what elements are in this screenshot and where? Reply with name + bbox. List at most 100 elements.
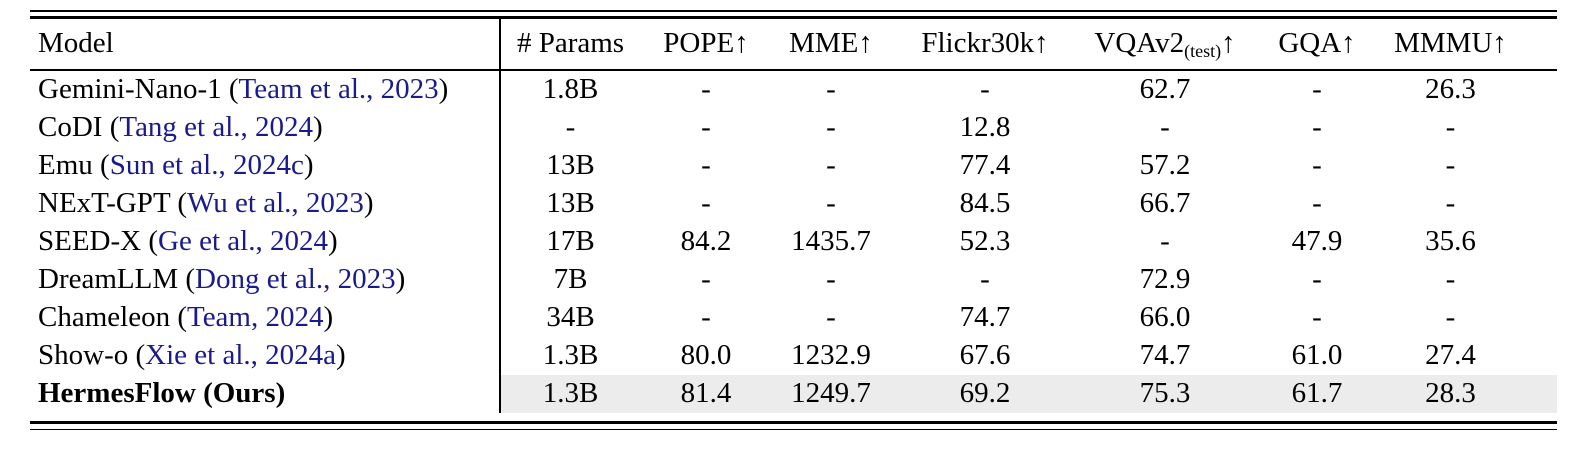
benchmark-table: Model # Params POPE ↑ MME↑ Flickr30k↑ VQA… [30, 18, 1557, 413]
header-label: MMMU [1394, 26, 1493, 59]
value-cell: 7B [499, 260, 640, 299]
value-cell: 47.9 [1291, 224, 1343, 257]
header-label: # Params [516, 26, 625, 59]
model-cell: SEED-X (Ge et al., 2024) [30, 223, 500, 261]
value-cell: - [826, 72, 836, 105]
value-cell: 17B [499, 222, 640, 261]
value-cell: 12.8 [959, 110, 1011, 143]
results-table: Model # Params POPE ↑ MME↑ Flickr30k↑ VQA… [30, 10, 1557, 430]
top-outer-rule [30, 10, 1557, 12]
model-name: NExT-GPT [38, 186, 171, 219]
value-cell: - [1312, 72, 1322, 105]
value-cell: - [1312, 300, 1322, 333]
value-cell: - [826, 186, 836, 219]
value-cell: 26.3 [1425, 72, 1476, 105]
value-cell: 75.3 [1080, 374, 1250, 413]
model-name: DreamLLM [38, 262, 179, 295]
table-row: Emu (Sun et al., 2024c) 13B - - 77.4 57.… [30, 146, 1557, 185]
model-cell: Chameleon (Team, 2024) [30, 299, 500, 337]
value-cell: 72.9 [1139, 262, 1191, 295]
top-inner-rule [30, 15, 1557, 19]
value-cell: 77.4 [959, 148, 1011, 181]
value-cell: 52.3 [959, 224, 1011, 257]
value-cell: - [1160, 110, 1170, 143]
value-cell: 1249.7 [772, 374, 890, 413]
value-cell: 1.3B [499, 374, 640, 413]
model-cell: CoDI (Tang et al., 2024) [30, 109, 500, 147]
header-label: GQA [1278, 26, 1342, 59]
value-cell: - [980, 262, 990, 295]
table-row: Chameleon (Team, 2024) 34B - - 74.7 66.0… [30, 298, 1557, 337]
value-cell: - [701, 262, 711, 295]
value-cell: 27.4 [1425, 338, 1476, 371]
model-name: Chameleon [38, 300, 171, 333]
citation-link[interactable]: Team et al., 2023 [238, 72, 439, 105]
table-row: SEED-X (Ge et al., 2024) 17B 84.2 1435.7… [30, 222, 1557, 261]
table-row: HermesFlow (Ours) 1.3B 81.4 1249.7 69.2 … [30, 374, 1557, 413]
value-cell: - [1445, 186, 1456, 219]
model-cell: Show-o (Xie et al., 2024a) [30, 337, 500, 375]
up-arrow-icon: ↑ [1492, 26, 1507, 59]
citation-link[interactable]: Dong et al., 2023 [195, 262, 396, 295]
model-name: Gemini-Nano-1 [38, 72, 222, 105]
value-cell: - [1445, 148, 1456, 181]
citation-link[interactable]: Wu et al., 2023 [187, 186, 364, 219]
value-cell: - [1445, 300, 1456, 333]
value-cell: 74.7 [959, 300, 1011, 333]
value-cell: 1.8B [499, 69, 640, 109]
col-header-mmmu: MMMU↑ [1384, 18, 1557, 71]
citation: (Wu et al., 2023) [170, 186, 374, 219]
value-cell: 81.4 [640, 374, 772, 413]
model-name: Emu [38, 148, 93, 181]
value-cell: - [826, 110, 836, 143]
citation: (Ge et al., 2024) [141, 224, 338, 257]
model-cell: NExT-GPT (Wu et al., 2023) [30, 185, 500, 223]
bottom-inner-rule [30, 420, 1557, 424]
header-row: Model # Params POPE ↑ MME↑ Flickr30k↑ VQA… [30, 18, 1557, 71]
citation: (Xie et al., 2024a) [128, 338, 346, 371]
value-cell: - [1312, 262, 1322, 295]
header-label: Model [38, 26, 114, 59]
citation: (Tang et al., 2024) [102, 110, 323, 143]
model-name: HermesFlow (Ours) [38, 376, 286, 409]
value-cell: - [701, 300, 711, 333]
citation-link[interactable]: Team, 2024 [187, 300, 324, 333]
value-cell: - [1312, 186, 1322, 219]
value-cell: - [1445, 262, 1456, 295]
table-row: DreamLLM (Dong et al., 2023) 7B - - - 72… [30, 260, 1557, 299]
header-label: VQAv2 [1094, 26, 1185, 59]
citation-link[interactable]: Tang et al., 2024 [119, 110, 314, 143]
col-header-vqav2: VQAv2(test)↑ [1080, 18, 1250, 71]
up-arrow-icon: ↑ [1341, 26, 1356, 59]
table-row: CoDI (Tang et al., 2024) - - - 12.8 - - … [30, 108, 1557, 147]
col-header-flickr30k: Flickr30k↑ [890, 18, 1080, 71]
value-cell: 28.3 [1384, 374, 1557, 413]
value-cell: - [1312, 110, 1322, 143]
value-cell: - [701, 110, 711, 143]
value-cell: 69.2 [890, 374, 1080, 413]
up-arrow-icon: ↑ [1221, 26, 1236, 59]
value-cell: 61.0 [1291, 338, 1343, 371]
value-cell: - [701, 186, 711, 219]
value-cell: - [499, 108, 640, 147]
citation-link[interactable]: Sun et al., 2024c [109, 148, 304, 181]
value-cell: 34B [499, 298, 640, 337]
value-cell: 80.0 [680, 338, 732, 371]
value-cell: - [826, 300, 836, 333]
value-cell: 13B [499, 184, 640, 223]
citation-link[interactable]: Ge et al., 2024 [158, 224, 328, 257]
citation-link[interactable]: Xie et al., 2024a [145, 338, 337, 371]
table-row: NExT-GPT (Wu et al., 2023) 13B - - 84.5 … [30, 184, 1557, 223]
table-row: Show-o (Xie et al., 2024a) 1.3B 80.0 123… [30, 336, 1557, 375]
value-cell: 74.7 [1139, 338, 1191, 371]
up-arrow-icon: ↑ [1034, 26, 1049, 59]
col-header-mme: MME↑ [772, 18, 890, 71]
header-label: POPE [663, 26, 735, 59]
value-cell: 57.2 [1139, 148, 1191, 181]
value-cell: 84.5 [959, 186, 1011, 219]
model-name: SEED-X [38, 224, 142, 257]
citation: (Team, 2024) [170, 300, 334, 333]
model-name: CoDI [38, 110, 103, 143]
model-cell: HermesFlow (Ours) [30, 375, 500, 413]
